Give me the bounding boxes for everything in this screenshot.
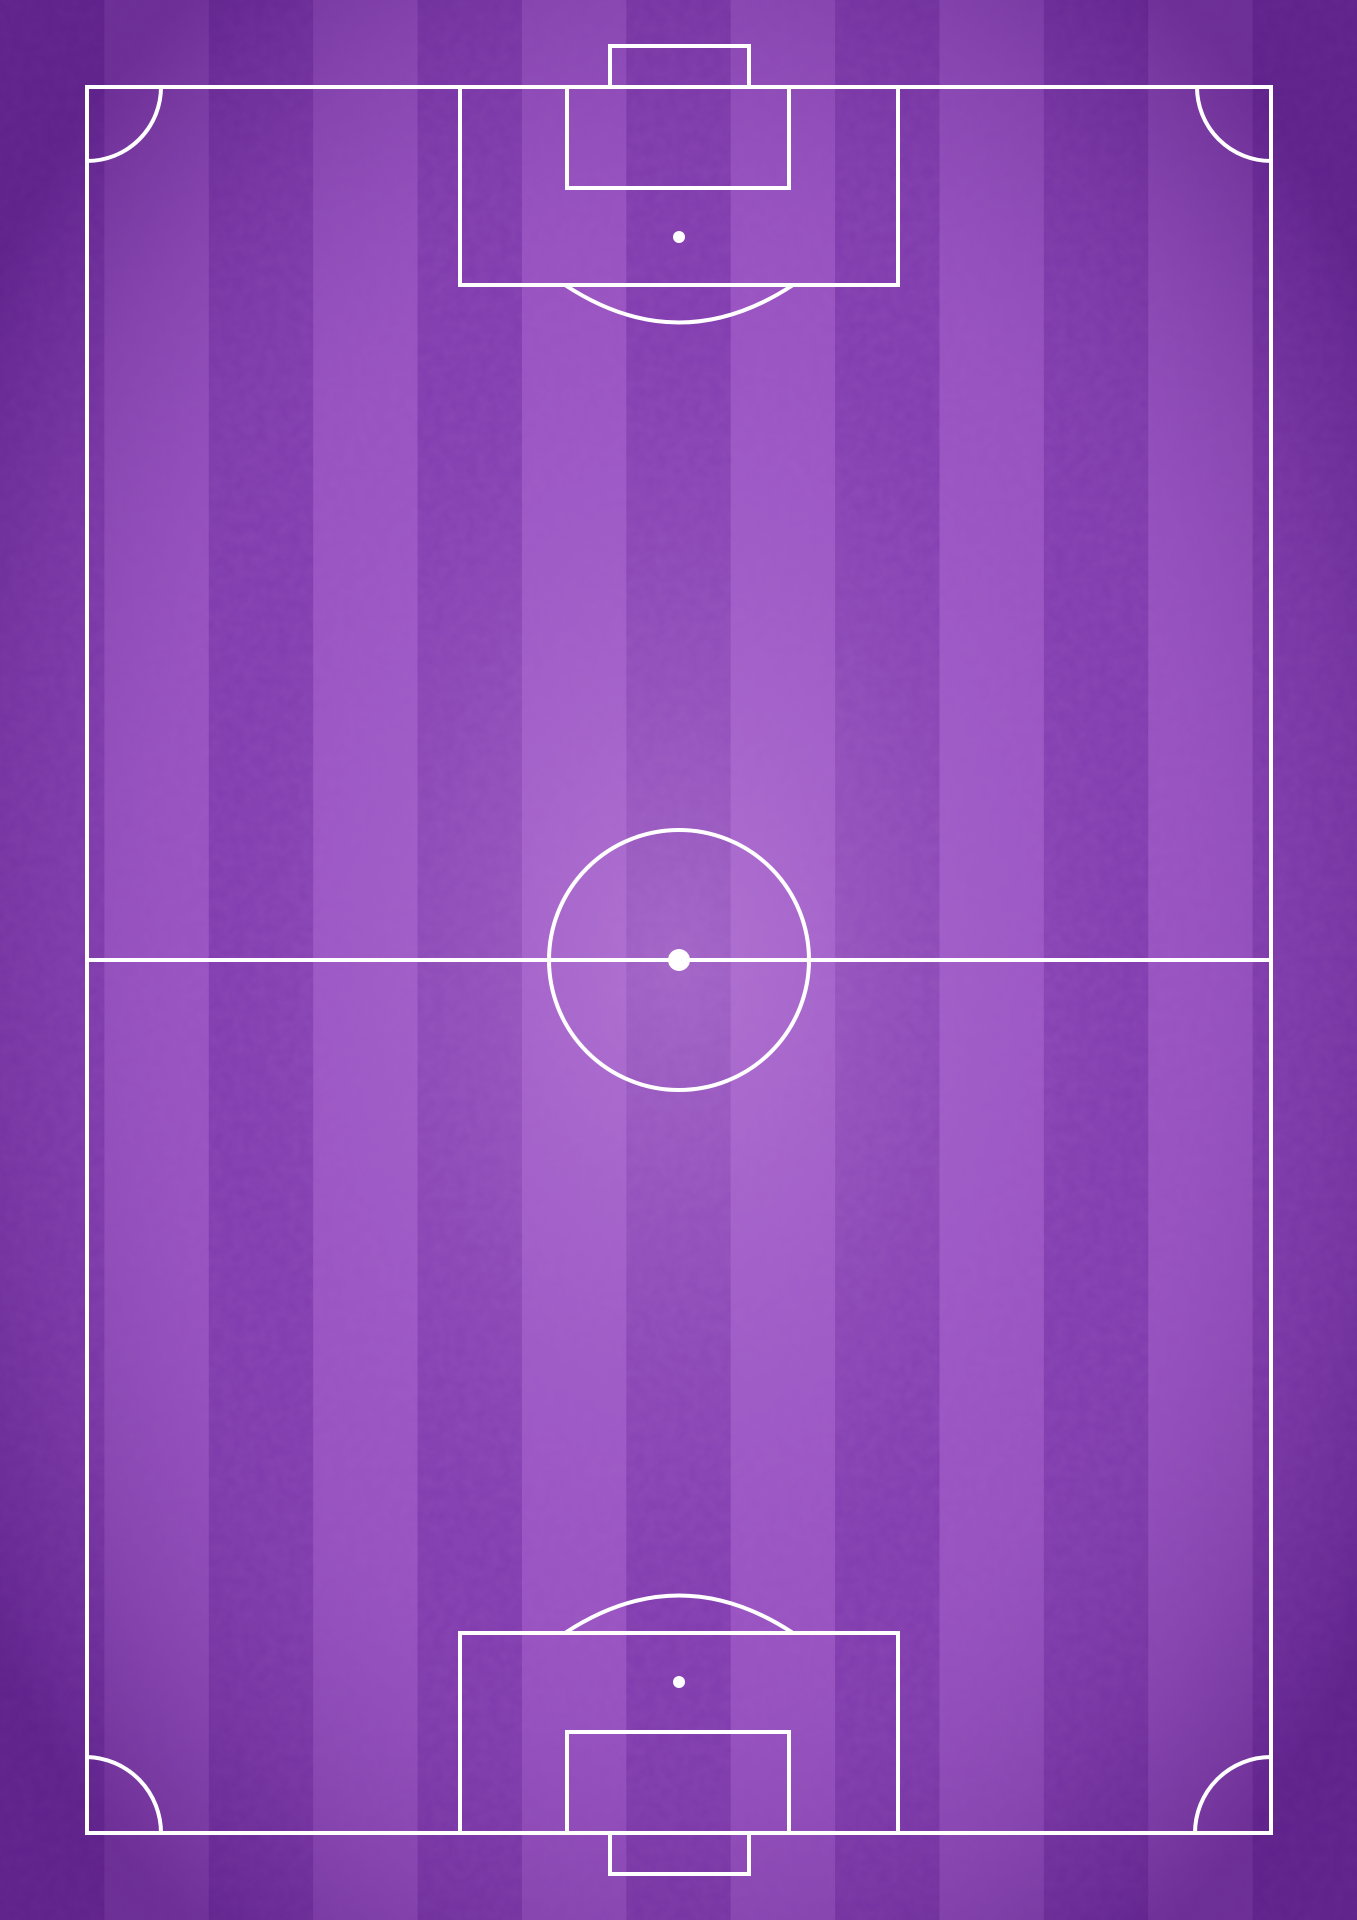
corner-arc-bottom-left <box>86 1755 163 1834</box>
top-goal-area <box>565 85 791 190</box>
center-circle <box>547 828 811 1092</box>
bottom-penalty-arc <box>563 1593 795 1635</box>
corner-arc-top-left <box>86 86 163 163</box>
corner-arc-bottom-right <box>1193 1755 1272 1834</box>
pitch-spots <box>668 231 690 1688</box>
bottom-goal-area <box>565 1730 791 1835</box>
corner-arc-top-right <box>1195 86 1272 163</box>
top-penalty-spot <box>673 231 685 243</box>
center-spot <box>668 949 690 971</box>
top-penalty-arc <box>563 283 795 325</box>
bottom-penalty-spot <box>673 1676 685 1688</box>
